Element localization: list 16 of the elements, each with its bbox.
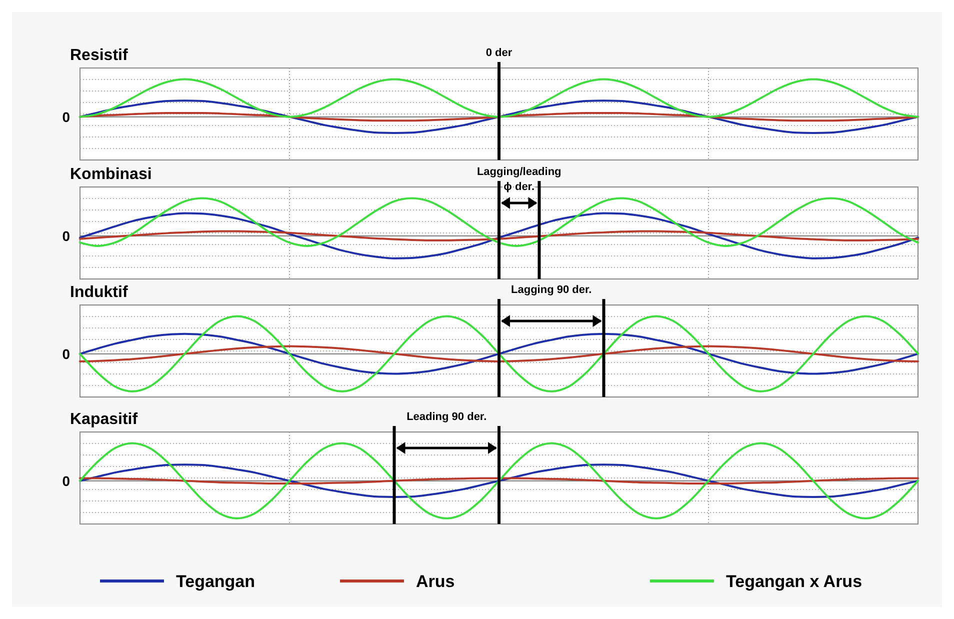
- text: ϕ der.: [504, 181, 535, 193]
- ref-line-label: 0: [62, 346, 70, 362]
- ref-line-label: 0: [62, 472, 70, 489]
- text: Lagging/leading: [476, 166, 562, 178]
- ref-line-label: 0: [62, 108, 70, 125]
- legend-label: Arus: [416, 572, 455, 591]
- chart-title: Kombinasi: [70, 166, 152, 183]
- text: Lagging 90 der.: [511, 284, 592, 296]
- ref-line-label: 0: [62, 228, 70, 244]
- chart-title: Kapasitif: [70, 411, 138, 428]
- legend-label: Tegangan x Arus: [726, 572, 862, 591]
- text: Leading 90 der.: [406, 411, 487, 423]
- chart-title: Induktif: [70, 284, 128, 301]
- chart-title: Resistif: [70, 47, 128, 64]
- text: 0 der: [486, 47, 513, 59]
- legend-label: Tegangan: [176, 572, 256, 591]
